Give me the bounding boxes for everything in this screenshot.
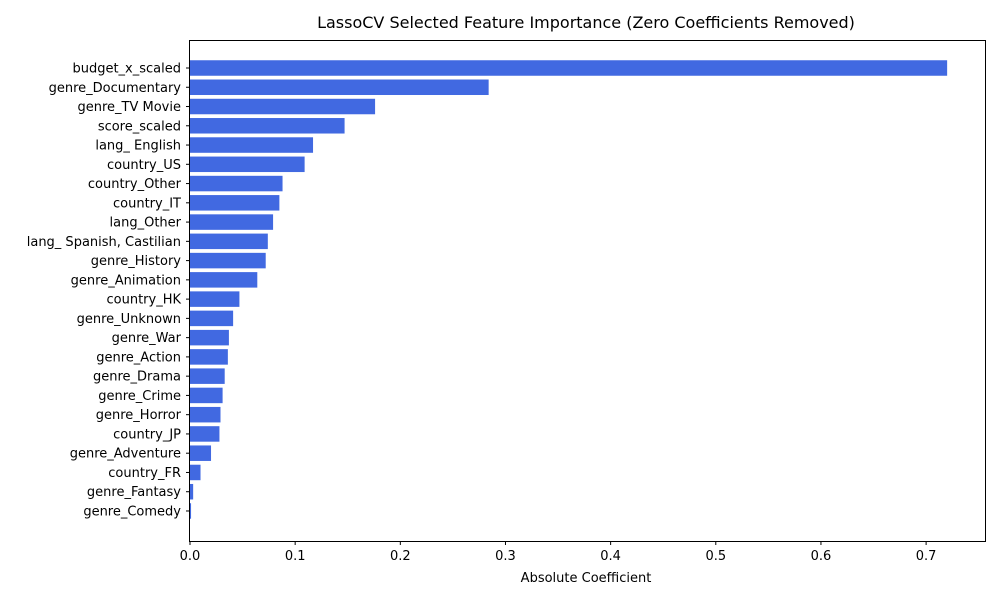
bar-5 [190, 156, 305, 173]
bar-20 [190, 445, 212, 461]
x-axis-ticks: 0.0 0.1 0.2 0.3 0.4 0.5 0.6 0.7 [180, 541, 937, 564]
bar-19 [190, 426, 220, 442]
bar-9 [190, 233, 268, 250]
x-tick-label: 0.4 [600, 549, 621, 564]
bar-10 [190, 252, 266, 269]
bars-group [190, 60, 948, 519]
x-axis-label: Absolute Coefficient [521, 571, 652, 586]
y-tick-label: country_US [107, 158, 181, 173]
bar-13 [190, 310, 234, 327]
bar-15 [190, 349, 228, 365]
bar-2 [190, 98, 376, 115]
bar-3 [190, 118, 345, 134]
y-tick-label: budget_x_scaled [72, 62, 181, 77]
bar-4 [190, 137, 314, 153]
x-tick-label: 0.0 [180, 549, 201, 564]
x-tick-label: 0.5 [705, 549, 726, 564]
y-tick-label: genre_Action [96, 350, 181, 365]
y-tick-label: genre_TV Movie [78, 100, 182, 115]
y-tick-label: genre_Drama [93, 370, 181, 385]
y-tick-label: genre_Crime [98, 389, 181, 404]
y-tick-label: lang_ English [95, 139, 181, 154]
y-tick-label: genre_Unknown [77, 312, 181, 327]
bar-18 [190, 406, 221, 423]
y-tick-label: genre_Fantasy [87, 485, 181, 500]
x-tick-label: 0.7 [916, 549, 937, 564]
y-tick-label: country_JP [113, 427, 181, 442]
y-tick-label: lang_Other [110, 216, 182, 231]
bar-6 [190, 175, 283, 192]
y-tick-label: country_HK [106, 293, 181, 308]
bar-11 [190, 272, 258, 288]
bar-0 [190, 60, 948, 76]
y-tick-label: lang_ Spanish, Castilian [27, 235, 181, 250]
plot-frame [189, 40, 986, 542]
y-tick-label: country_FR [108, 466, 181, 481]
y-tick-label: genre_Comedy [83, 504, 181, 519]
y-tick-label: genre_Adventure [70, 447, 181, 462]
y-tick-label: genre_History [91, 254, 182, 269]
y-tick-label: genre_War [112, 331, 182, 346]
y-tick-label: genre_Documentary [49, 81, 182, 96]
y-tick-label: score_scaled [98, 119, 181, 134]
bar-17 [190, 387, 223, 404]
bar-7 [190, 195, 280, 211]
x-tick-label: 0.3 [495, 549, 516, 564]
bar-8 [190, 214, 274, 230]
y-tick-label: country_IT [113, 196, 181, 211]
bar-23 [190, 503, 192, 519]
bar-21 [190, 464, 201, 481]
y-axis-ticks: budget_x_scaled genre_Documentary genre_TV… [27, 62, 190, 519]
x-tick-label: 0.2 [390, 549, 411, 564]
bar-22 [190, 483, 194, 500]
y-tick-label: genre_Animation [71, 273, 181, 288]
bar-1 [190, 79, 489, 96]
y-tick-label: genre_Horror [96, 408, 182, 423]
bar-16 [190, 368, 225, 384]
chart-title: LassoCV Selected Feature Importance (Zer… [317, 13, 855, 32]
bar-12 [190, 291, 240, 307]
bar-14 [190, 329, 229, 346]
x-tick-label: 0.6 [811, 549, 832, 564]
y-tick-label: country_Other [88, 177, 182, 192]
x-tick-label: 0.1 [285, 549, 306, 564]
